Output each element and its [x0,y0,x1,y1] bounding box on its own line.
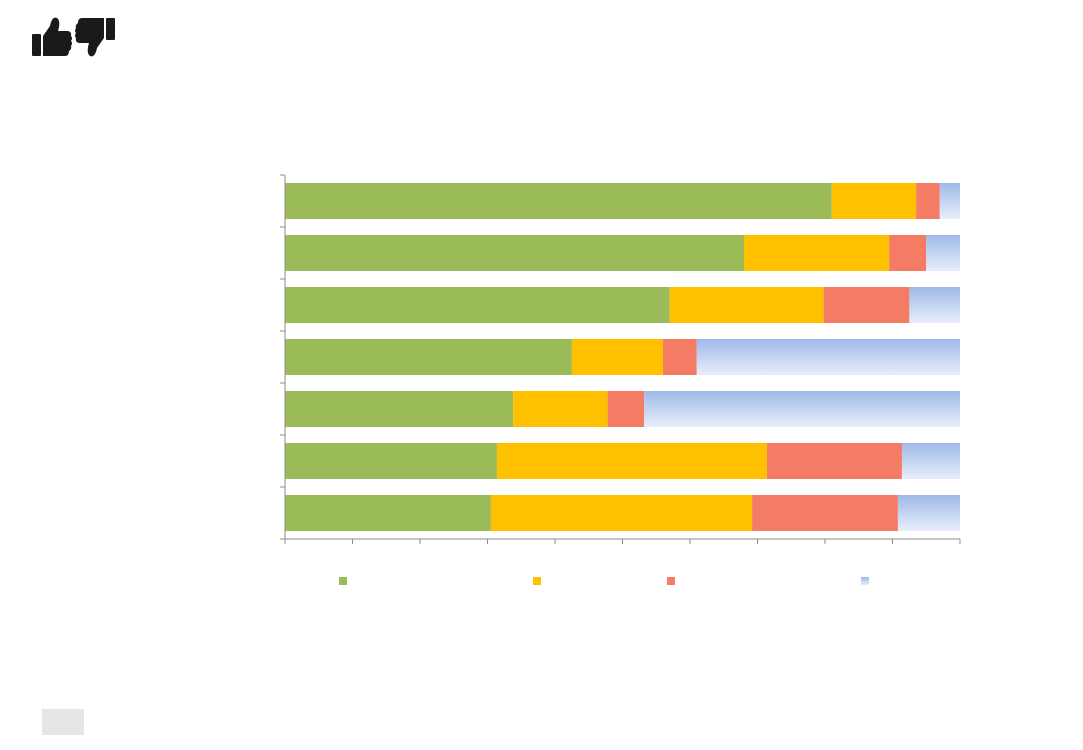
bar-segment-row7-series3 [752,495,898,531]
bar-segment-row5-series1 [285,391,514,427]
thumbs-down-icon [75,18,115,57]
thumbs-icons [30,14,120,62]
bar-segment-row4-series2 [571,339,663,375]
bar-segment-row5-series4 [644,391,960,427]
bar-segment-row7-series1 [285,495,491,531]
bar-segment-row2-series2 [744,235,890,271]
bar-segment-row6-series2 [496,443,767,479]
bar-segment-row4-series1 [285,339,572,375]
legend-marker-series4 [861,577,869,585]
bar-segment-row1-series2 [831,183,917,219]
bar-segment-row5-series3 [607,391,645,427]
bar-segment-row6-series1 [285,443,497,479]
bar-segment-row6-series3 [766,443,902,479]
bar-segment-row1-series4 [939,183,960,219]
bar-segment-row3-series4 [909,287,960,323]
bar-segment-row6-series4 [901,443,960,479]
bar-segment-row5-series2 [513,391,608,427]
bar-segment-row2-series3 [889,235,927,271]
bar-segment-row4-series4 [696,339,960,375]
legend-marker-series3 [667,577,675,585]
bar-segment-row4-series3 [663,339,697,375]
bar-segment-row3-series3 [823,287,910,323]
legend-marker-series1 [339,577,347,585]
bar-segment-row3-series1 [285,287,670,323]
bar-segment-row1-series1 [285,183,832,219]
bar-segment-row2-series1 [285,235,744,271]
bar-segment-row3-series2 [669,287,824,323]
thumbs-up-icon [32,17,72,56]
legend-marker-series2 [533,577,541,585]
bar-segment-row2-series4 [926,235,960,271]
bar-segment-row7-series4 [897,495,960,531]
footer-box [42,709,84,735]
bar-segment-row7-series2 [490,495,753,531]
bar-segment-row1-series3 [916,183,940,219]
